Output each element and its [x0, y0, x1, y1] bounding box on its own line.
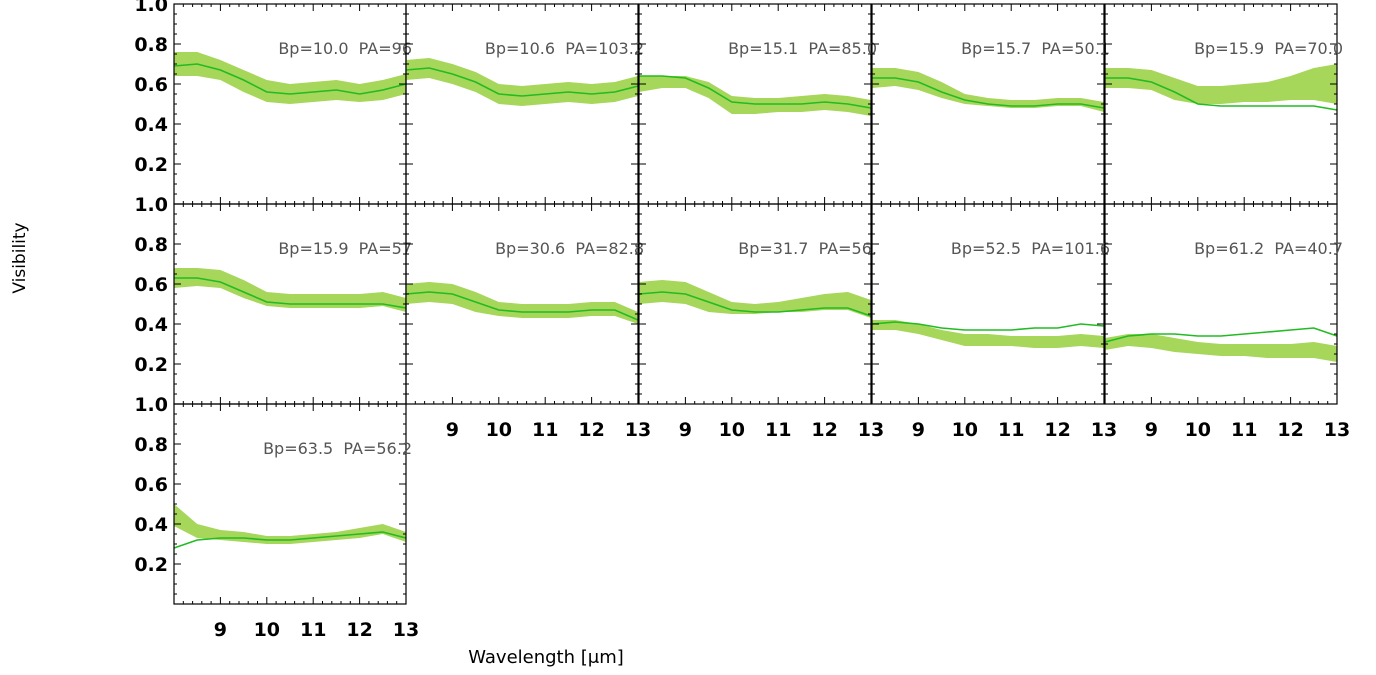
error-band: [174, 268, 406, 312]
model-line: [872, 77, 1105, 109]
panel-5: Bp=15.9 PA=70.0: [1104, 3, 1343, 205]
error-band: [639, 76, 871, 116]
x-tick-label: 12: [1277, 419, 1303, 441]
y-tick-label: 1.0: [134, 394, 168, 416]
error-band: [174, 52, 406, 104]
error-band: [406, 58, 638, 106]
panel-11: Bp=63.5 PA=56.2 0.2 0.4 0.6 0.8 1.0 9 10 11 12 13: [134, 394, 419, 641]
x-tick-label: 12: [578, 419, 604, 441]
model-line: [405, 291, 639, 321]
panel-label: Bp=15.9 PA=57: [278, 239, 412, 258]
panel-label: Bp=10.6 PA=103.2: [485, 39, 644, 58]
panel-4: Bp=15.7 PA=50.1: [871, 3, 1110, 205]
x-tick-label: 11: [1231, 419, 1257, 441]
panel-label: Bp=10.0 PA=96: [278, 39, 412, 58]
panel-label: Bp=15.9 PA=70.0: [1194, 39, 1343, 58]
x-tick-label: 13: [858, 419, 884, 441]
panel-10: Bp=61.2 PA=40.7 9 10 11 12 13: [1104, 203, 1350, 441]
x-tick-label: 9: [912, 419, 925, 441]
y-tick-label: 1.0: [134, 194, 168, 216]
panel-label: Bp=31.7 PA=56.: [738, 239, 877, 258]
x-tick-label: 13: [393, 619, 419, 641]
panel-7: Bp=30.6 PA=82.8 9 10 11 12 13: [405, 203, 651, 441]
y-tick-label: 0.8: [134, 234, 168, 256]
x-tick-label: 13: [625, 419, 651, 441]
x-tick-label: 11: [765, 419, 791, 441]
x-tick-label: 12: [346, 619, 372, 641]
x-tick-label: 10: [486, 419, 512, 441]
panel-label: Bp=52.5 PA=101.6: [951, 239, 1110, 258]
x-tick-label: 10: [952, 419, 978, 441]
x-tick-label: 9: [214, 619, 227, 641]
y-tick-label: 0.8: [134, 434, 168, 456]
panels-group: Bp=10.0 PA=96 0.2 0.4 0.6 0.8 1.0 Bp=10.6 PA=1…: [134, 0, 1350, 641]
x-tick-label: 10: [719, 419, 745, 441]
y-axis-label: Visibility: [10, 222, 30, 293]
x-tick-label: 10: [1185, 419, 1211, 441]
y-tick-label: 0.2: [134, 354, 168, 376]
model-line: [405, 67, 639, 97]
y-tick-label: 0.6: [134, 474, 168, 496]
panel-1: Bp=10.0 PA=96 0.2 0.4 0.6 0.8 1.0: [134, 0, 412, 205]
x-tick-label: 12: [1044, 419, 1070, 441]
x-tick-label: 12: [811, 419, 837, 441]
panel-frame: [173, 403, 407, 605]
x-tick-label: 9: [446, 419, 459, 441]
model-line: [174, 277, 407, 309]
x-tick-label: 13: [1324, 419, 1350, 441]
model-line: [1105, 77, 1338, 111]
x-tick-label: 11: [532, 419, 558, 441]
panel-label: Bp=63.5 PA=56.2: [263, 439, 412, 458]
model-line: [173, 531, 407, 549]
error-band: [1105, 334, 1337, 362]
error-band: [406, 282, 638, 324]
x-tick-label: 11: [998, 419, 1024, 441]
panel-3: Bp=15.1 PA=85.0: [638, 3, 877, 205]
panel-label: Bp=15.1 PA=85.0: [728, 39, 877, 58]
panel-label: Bp=61.2 PA=40.7: [1194, 239, 1343, 258]
model-line: [871, 321, 1105, 331]
panel-frame: [871, 203, 1105, 405]
error-band: [872, 320, 1104, 348]
error-band: [174, 504, 406, 544]
model-line: [173, 63, 407, 95]
model-line: [1104, 327, 1338, 343]
y-tick-label: 0.2: [134, 554, 168, 576]
panel-6: Bp=15.9 PA=57 0.2 0.4 0.6 0.8 1.0: [134, 194, 412, 405]
y-tick-label: 0.4: [134, 514, 168, 536]
panel-frame: [1104, 203, 1338, 405]
y-tick-label: 0.8: [134, 34, 168, 56]
x-tick-label: 11: [300, 619, 326, 641]
y-tick-label: 0.2: [134, 154, 168, 176]
x-axis-label: Wavelength [μm]: [468, 647, 624, 668]
y-tick-label: 0.6: [134, 274, 168, 296]
panel-9: Bp=52.5 PA=101.6 9 10 11 12 13: [871, 203, 1117, 441]
y-tick-label: 0.4: [134, 314, 168, 336]
error-band: [872, 68, 1104, 112]
error-band: [1105, 64, 1337, 104]
x-tick-label: 9: [679, 419, 692, 441]
x-tick-label: 10: [254, 619, 280, 641]
y-tick-label: 0.4: [134, 114, 168, 136]
panel-8: Bp=31.7 PA=56. 9 10 11 12 13: [638, 203, 884, 441]
y-tick-label: 0.6: [134, 74, 168, 96]
y-tick-label: 1.0: [134, 0, 168, 16]
panel-label: Bp=15.7 PA=50.1: [961, 39, 1110, 58]
x-tick-label: 13: [1091, 419, 1117, 441]
x-tick-label: 9: [1145, 419, 1158, 441]
model-line: [638, 291, 872, 317]
panel-label: Bp=30.6 PA=82.8: [495, 239, 644, 258]
model-line: [639, 75, 872, 109]
panel-2: Bp=10.6 PA=103.2: [405, 3, 644, 205]
